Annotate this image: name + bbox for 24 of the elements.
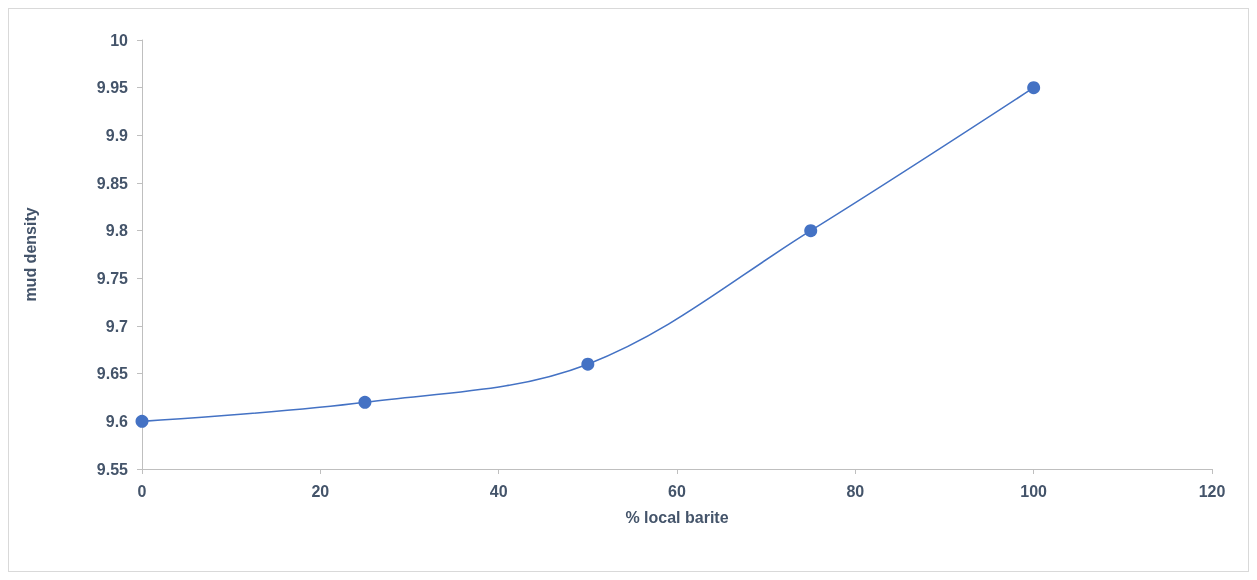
- y-tick-label: 9.65: [96, 365, 129, 383]
- y-tick-label: 9.85: [96, 174, 129, 192]
- y-tick-label: 10: [110, 31, 129, 49]
- y-tick-label: 9.95: [96, 79, 129, 97]
- y-tick-label: 9.7: [105, 317, 129, 335]
- x-tick-label: 0: [137, 482, 147, 500]
- x-tick-label: 40: [489, 482, 508, 500]
- x-axis-title: % local barite: [625, 508, 729, 526]
- x-tick-label: 60: [668, 482, 686, 500]
- x-tick-label: 80: [846, 482, 865, 500]
- point: [804, 224, 818, 238]
- point: [358, 395, 372, 409]
- y-tick-label: 9.75: [96, 269, 129, 287]
- y-axis-title: mud density: [21, 207, 39, 302]
- point: [135, 414, 149, 428]
- x-tick-label: 120: [1198, 482, 1226, 500]
- x-tick-label: 100: [1020, 482, 1048, 500]
- x-tick-label: 20: [311, 482, 330, 500]
- point: [581, 357, 595, 371]
- y-tick-label: 9.8: [105, 222, 129, 240]
- point: [1027, 81, 1041, 95]
- y-tick-label: 9.6: [105, 412, 129, 430]
- y-tick-label: 9.9: [105, 126, 129, 144]
- y-tick-label: 9.55: [96, 460, 129, 478]
